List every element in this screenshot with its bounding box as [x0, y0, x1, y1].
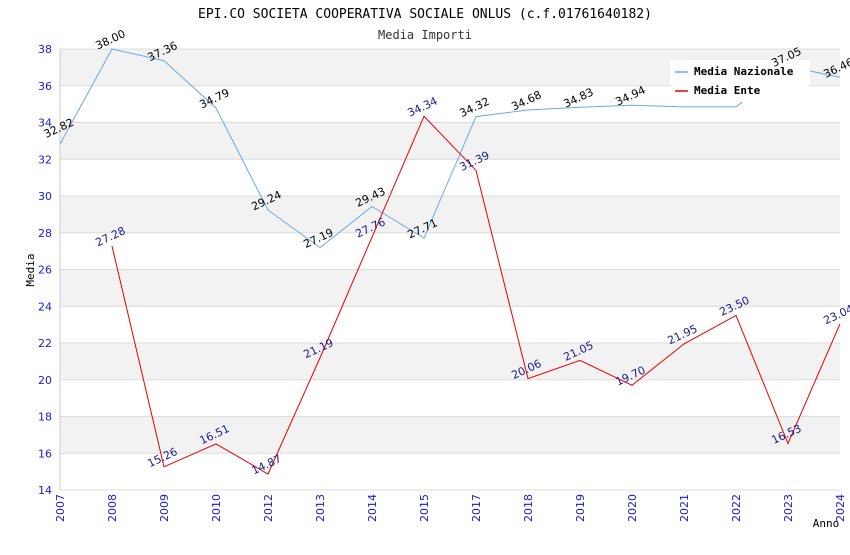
x-tick-label: 2012	[262, 494, 275, 522]
series-line-ente	[111, 115, 841, 475]
x-tick-label: 2014	[366, 494, 379, 522]
x-tick-label: 2023	[782, 494, 795, 522]
y-tick-label: 16	[38, 447, 52, 460]
y-tick-label: 24	[38, 300, 52, 313]
x-axis-title: Anno	[813, 517, 840, 530]
chart-title: EPI.CO SOCIETA COOPERATIVA SOCIALE ONLUS…	[198, 7, 652, 22]
x-tick-label: 2007	[54, 494, 67, 522]
y-tick-label: 26	[38, 264, 52, 277]
grid-bands	[60, 49, 840, 490]
x-tick-label: 2008	[106, 494, 119, 522]
grid-band	[60, 232, 840, 270]
legend: Media Nazionale Media Ente	[670, 60, 810, 102]
grid-band	[60, 269, 840, 307]
grid-band	[60, 379, 840, 417]
series-lines	[59, 48, 841, 475]
x-tick-label: 2019	[574, 494, 587, 522]
legend-box	[670, 60, 810, 102]
x-tick-label: 2024	[834, 494, 847, 522]
grid-band	[60, 453, 840, 490]
x-tick-label: 2018	[522, 494, 535, 522]
legend-label-ente: Media Ente	[694, 84, 761, 97]
legend-label-nazionale: Media Nazionale	[694, 65, 794, 78]
y-tick-label: 18	[38, 411, 52, 424]
x-tick-label: 2017	[470, 494, 483, 522]
y-tick-label: 38	[38, 43, 52, 56]
grid-band	[60, 416, 840, 454]
y-tick-label: 30	[38, 190, 52, 203]
y-tick-label: 36	[38, 80, 52, 93]
x-tick-label: 2021	[678, 494, 691, 522]
grid-band	[60, 196, 840, 233]
x-tick-label: 2009	[158, 494, 171, 522]
y-tick-label: 14	[38, 484, 52, 497]
x-tick-label: 2013	[314, 494, 327, 522]
x-tick-label: 2020	[626, 494, 639, 522]
x-axis-ticks: 2007 2008 2009 2010 2012 2013 2014 2015 2017 2018…	[54, 494, 847, 522]
y-axis-title: Media	[24, 253, 37, 286]
y-tick-label: 28	[38, 227, 52, 240]
y-tick-label: 20	[38, 374, 52, 387]
y-axis-ticks: 14 16 18 20 22 24 26 28 30 32 34 36 38	[38, 43, 52, 497]
series-line-nazionale	[59, 48, 841, 249]
grid-band	[60, 122, 840, 160]
grid-band	[60, 306, 840, 343]
x-tick-label: 2022	[730, 494, 743, 522]
y-tick-label: 34	[38, 117, 52, 130]
chart-subtitle: Media Importi	[378, 28, 472, 42]
gridlines	[59, 48, 840, 491]
y-tick-label: 22	[38, 337, 52, 350]
x-tick-label: 2010	[210, 494, 223, 522]
y-tick-label: 32	[38, 153, 52, 166]
x-tick-label: 2015	[418, 494, 431, 522]
grid-band	[60, 343, 840, 380]
